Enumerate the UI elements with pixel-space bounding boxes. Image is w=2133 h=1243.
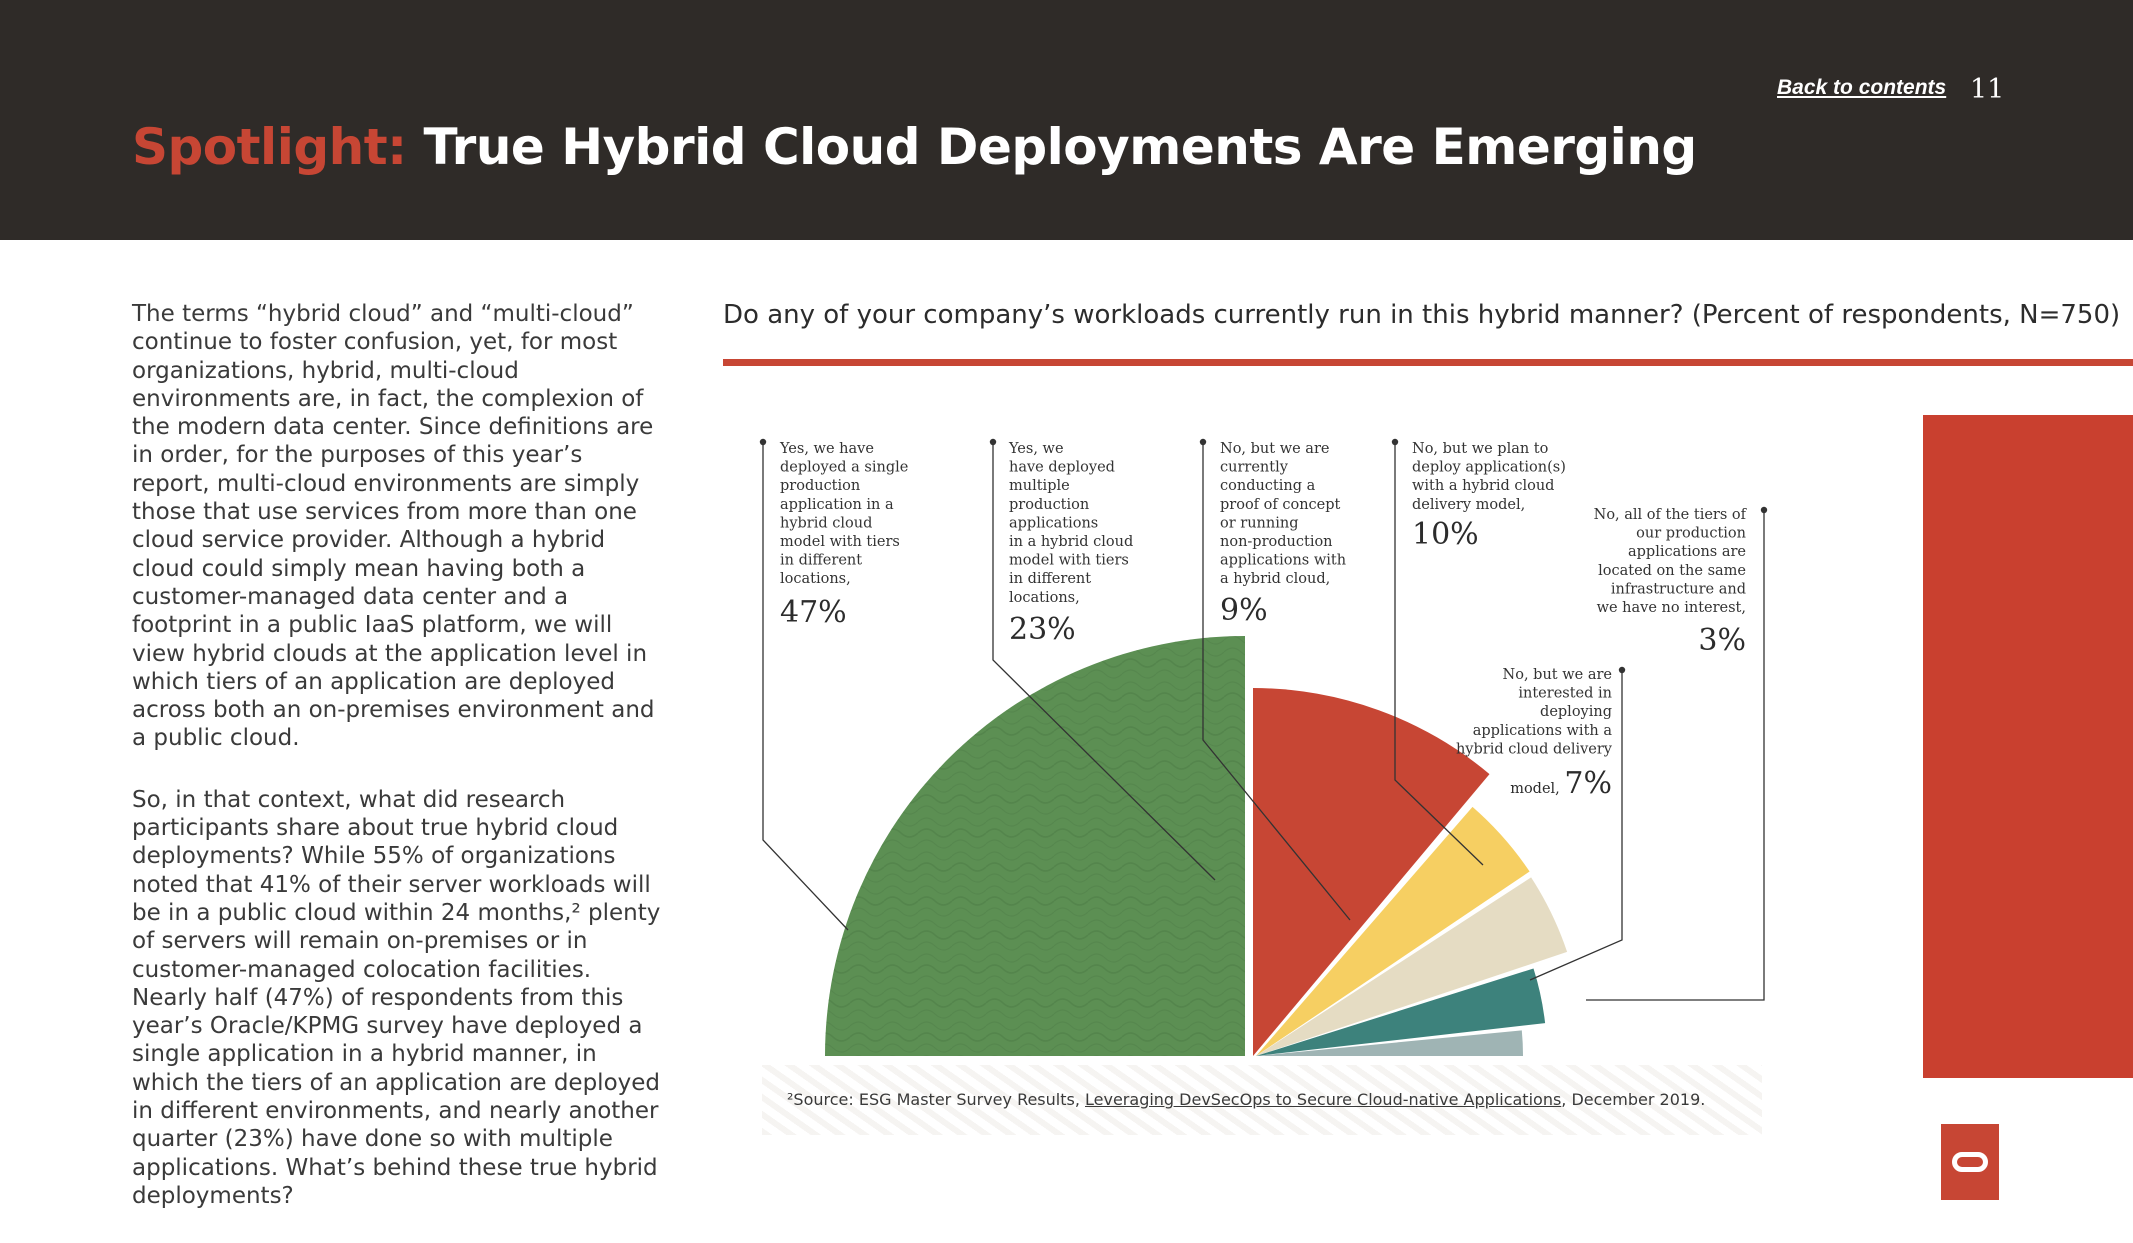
slice-label-line: application in a [780, 497, 894, 513]
footnote-prefix: ²Source: ESG Master Survey Results, [787, 1090, 1086, 1109]
slice-label-1: Yes, we have deployed a single production a… [779, 441, 908, 587]
slice-label-line: we have no interest, [1597, 600, 1746, 616]
back-to-contents-link[interactable]: Back to contents [1777, 76, 1947, 99]
slice-label-line: deployed a single [780, 460, 908, 476]
slice-label-line: conducting a [1220, 478, 1316, 494]
leader-line-1 [762, 442, 849, 931]
slice-label-line: in different [1009, 571, 1091, 587]
slice-label-line: have deployed [1009, 460, 1115, 476]
slice-label-line: No, but we plan to [1412, 441, 1548, 457]
leader-line-4 [1394, 442, 1484, 866]
slice-label-line: proof of concept [1220, 497, 1341, 513]
slice-label-line: hybrid cloud [780, 515, 872, 531]
red-divider [723, 359, 2133, 366]
slice-label-5: No, but we are interested in deploying appl… [1456, 667, 1613, 757]
slice-label-line: non-production [1220, 534, 1333, 550]
slice-label-line: deploy application(s) [1412, 460, 1566, 476]
leader-dot-5 [1618, 666, 1626, 674]
pie-slice-5 [1256, 968, 1546, 1056]
footnote: ²Source: ESG Master Survey Results, Leve… [787, 1090, 1705, 1109]
pie-slice-1-texture [825, 636, 1245, 1056]
slice-label-line: deploying [1540, 704, 1612, 720]
slice-label-line: located on the same [1598, 563, 1746, 579]
slice-label-line: model, [1510, 781, 1564, 797]
chart-title: Do any of your company’s workloads curre… [723, 300, 2121, 330]
body-paragraph-1: The terms “hybrid cloud” and “multi-clou… [132, 301, 655, 752]
slice-label-line: production [1009, 497, 1089, 513]
slice-label-line: No, but we are [1220, 441, 1329, 457]
body-paragraph-2: So, in that context, what did research p… [132, 786, 661, 1209]
slice-label-line: No, but we are [1503, 667, 1612, 683]
slice-label-line: locations, [780, 571, 851, 587]
slice-label-6: No, all of the tiers of our production app… [1594, 507, 1748, 616]
pie-slice-6 [1256, 1030, 1524, 1056]
slice-label-line: Yes, we [1008, 441, 1064, 457]
slice-label-line: No, all of the tiers of [1594, 507, 1748, 523]
header-bar [0, 0, 2133, 240]
leader-dot-1 [759, 438, 767, 446]
title-rest: True Hybrid Cloud Deployments Are Emergi… [423, 118, 1698, 176]
leader-dot-4 [1391, 438, 1399, 446]
decorative-red-panel [1923, 415, 2133, 1078]
leader-line-2 [992, 442, 1216, 881]
leader-line-6 [1586, 510, 1765, 1001]
slice-label-line: Yes, we have [779, 441, 874, 457]
slice-value-4: 10% [1412, 517, 1479, 552]
slice-label-line: in different [780, 553, 862, 569]
slice-label-line: with a hybrid cloud [1412, 478, 1554, 494]
slice-label-line: our production [1636, 526, 1746, 542]
page-number: 11 [1970, 74, 2005, 105]
slice-label-line: currently [1220, 460, 1289, 476]
leader-dot-2 [989, 438, 997, 446]
slice-value-number: 7% [1564, 766, 1612, 801]
leader-line-5 [1529, 670, 1623, 981]
slice-value-5: model, 7% [1510, 766, 1612, 801]
leader-dot-6 [1760, 506, 1768, 514]
slice-value-3: 9% [1220, 593, 1268, 628]
footnote-texture [762, 1065, 1762, 1135]
slice-label-4: No, but we plan to deploy application(s) w… [1412, 441, 1566, 513]
footnote-suffix: , December 2019. [1561, 1090, 1706, 1109]
slice-label-line: in a hybrid cloud [1009, 534, 1133, 550]
slice-label-line: or running [1220, 515, 1298, 531]
leader-dot-3 [1199, 438, 1207, 446]
slice-label-line: infrastructure and [1611, 581, 1746, 597]
oracle-logo-icon [1952, 1152, 1988, 1172]
pie-slice-4 [1256, 877, 1568, 1056]
slice-label-line: model with tiers [1009, 553, 1129, 569]
title-accent: Spotlight: [132, 118, 407, 176]
pie-slice-3 [1256, 806, 1530, 1056]
slice-label-line: multiple [1009, 478, 1070, 494]
slice-value-1: 47% [780, 595, 847, 630]
slice-label-line: production [780, 478, 860, 494]
slice-value-6: 3% [1698, 623, 1746, 658]
pie-chart: Yes, we have deployed a single production a… [759, 438, 1768, 1056]
slice-value-2: 23% [1009, 612, 1076, 647]
slice-label-line: model with tiers [780, 534, 900, 550]
slice-label-line: interested in [1518, 686, 1612, 702]
slice-label-line: a hybrid cloud, [1220, 571, 1330, 587]
slice-label-line: applications with a [1473, 723, 1613, 739]
slice-label-2: Yes, we have deployed multiple production ap… [1008, 441, 1133, 606]
slice-label-line: locations, [1009, 590, 1080, 606]
slice-label-3: No, but we are currently conducting a proof… [1220, 441, 1346, 587]
slice-label-line: applications are [1628, 544, 1746, 560]
pie-slice-2 [1253, 688, 1490, 1056]
footnote-link[interactable]: Leveraging DevSecOps to Secure Cloud-nat… [1085, 1090, 1562, 1109]
body-text: The terms “hybrid cloud” and “multi-clou… [132, 300, 667, 1243]
slice-label-line: applications with [1220, 553, 1346, 569]
slice-label-line: hybrid cloud delivery [1456, 741, 1613, 757]
leader-line-3 [1202, 442, 1351, 921]
page-title: Spotlight: True Hybrid Cloud Deployments… [132, 118, 1697, 176]
oracle-logo [1941, 1124, 1999, 1200]
slice-label-line: applications [1009, 515, 1098, 531]
slice-label-line: delivery model, [1412, 497, 1525, 513]
